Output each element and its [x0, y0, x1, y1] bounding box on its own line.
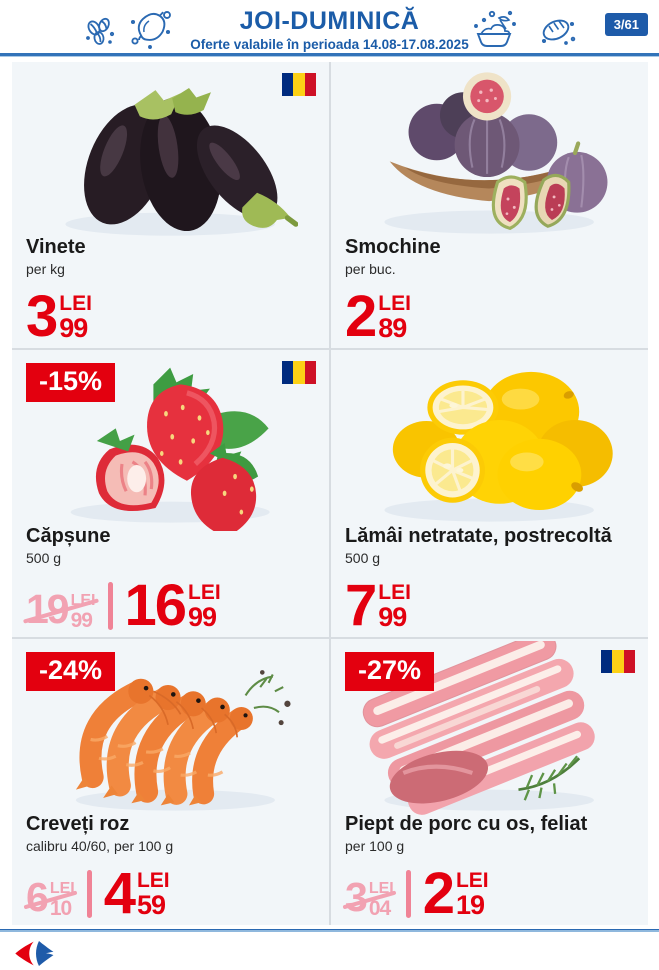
product-grid: Vinete per kg 3 LEI 99 [12, 62, 648, 925]
old-price-decimals: 10 [49, 897, 72, 920]
product-image-pork [345, 641, 634, 816]
page-indicator: 3/61 [604, 13, 648, 36]
bread-icon [536, 14, 578, 48]
flag-stripe [304, 73, 316, 96]
product-image-lemons [345, 358, 634, 525]
price-integer: 16 [124, 572, 187, 637]
product-card-vinete[interactable]: Vinete per kg 3 LEI 99 [12, 62, 329, 349]
current-price: 16 LEI 99 [124, 572, 221, 637]
lemon-icon [128, 8, 172, 50]
product-unit: 500 g [26, 549, 62, 566]
price-integer: 7 [345, 572, 377, 637]
price-row: 2 LEI 89 [345, 284, 634, 349]
old-price-currency: LEI [368, 880, 394, 897]
price-integer: 2 [345, 284, 377, 349]
product-card-capsune[interactable]: -15% [12, 350, 329, 637]
product-card-piept-porc[interactable]: -27% [331, 638, 648, 925]
romania-flag-icon [282, 73, 316, 96]
product-unit: per kg [26, 261, 65, 278]
price-decimals: 99 [59, 313, 88, 344]
old-price-decimals: 99 [70, 608, 93, 632]
salad-bowl-icon [470, 8, 518, 50]
flag-stripe [293, 361, 305, 385]
current-price: 3 LEI 99 [26, 284, 92, 349]
carrefour-logo-icon [15, 941, 54, 966]
product-name: Creveți roz [26, 813, 130, 835]
price-decimals: 99 [378, 601, 407, 632]
old-price-integer: 6 [26, 874, 49, 920]
price-integer: 2 [422, 861, 455, 925]
current-price: 7 LEI 99 [345, 572, 411, 637]
product-card-smochine[interactable]: Smochine per buc. 2 LEI 89 [331, 62, 648, 349]
price-integer: 4 [103, 861, 136, 925]
product-image-figs [345, 70, 634, 237]
old-price-currency: LEI [70, 591, 96, 609]
price-row: 7 LEI 99 [345, 572, 634, 637]
flag-stripe [282, 361, 294, 385]
price-currency: LEI [136, 869, 170, 892]
flag-stripe [282, 73, 294, 96]
product-image-strawberries [26, 358, 315, 531]
product-name: Lămâi netratate, postrecoltă [345, 524, 612, 547]
old-price-integer: 3 [345, 874, 368, 920]
price-row: 3 LEI 04 2 LEI 19 [345, 861, 634, 925]
discount-badge: -27% [345, 651, 435, 691]
flag-stripe [601, 649, 613, 673]
price-decimals: 19 [455, 890, 485, 920]
flyer-validity-subtitle: Oferte valabile în perioada 14.08-17.08.… [190, 37, 469, 52]
price-currency: LEI [455, 869, 489, 892]
product-name: Piept de porc cu os, feliat [345, 813, 588, 835]
old-price-integer: 19 [26, 585, 70, 632]
old-price-currency: LEI [49, 880, 75, 897]
price-integer: 3 [26, 284, 58, 349]
current-price: 4 LEI 59 [103, 861, 170, 925]
flag-stripe [304, 361, 316, 385]
flag-stripe [612, 649, 624, 673]
flag-stripe [293, 73, 305, 96]
coffee-beans-icon [84, 16, 118, 46]
old-price: 19 LEI 99 [26, 585, 96, 632]
price-currency: LEI [59, 292, 92, 316]
romania-flag-icon [601, 649, 635, 673]
flag-stripe [623, 649, 635, 673]
product-name: Smochine [345, 236, 441, 259]
product-unit: calibru 40/60, per 100 g [26, 838, 174, 854]
discount-badge: -15% [26, 363, 116, 403]
product-unit: per buc. [345, 261, 396, 278]
product-card-creveti[interactable]: -24% [12, 638, 329, 925]
price-decimals: 89 [378, 313, 407, 344]
old-price: 6 LEI 10 [26, 874, 75, 920]
product-image-eggplants [26, 70, 315, 237]
price-divider [107, 581, 113, 630]
price-row: 19 LEI 99 16 LEI 99 [26, 572, 315, 637]
price-row: 6 LEI 10 4 LEI 59 [26, 861, 315, 925]
price-row: 3 LEI 99 [26, 284, 315, 349]
price-decimals: 99 [188, 601, 217, 632]
current-price: 2 LEI 89 [345, 284, 411, 349]
discount-badge: -24% [26, 651, 116, 691]
product-unit: 500 g [345, 549, 381, 566]
price-currency: LEI [188, 580, 221, 604]
product-card-lamai[interactable]: Lămâi netratate, postrecoltă 500 g 7 LEI… [331, 350, 648, 637]
old-price: 3 LEI 04 [345, 874, 394, 920]
old-price-decimals: 04 [368, 897, 391, 920]
price-currency: LEI [378, 292, 411, 316]
carrefour-logo [14, 940, 60, 967]
price-currency: LEI [378, 580, 411, 604]
price-divider [86, 870, 92, 918]
product-name: Vinete [26, 236, 86, 259]
current-price: 2 LEI 19 [422, 861, 489, 925]
price-decimals: 59 [136, 890, 166, 920]
product-image-shrimp [26, 647, 315, 814]
price-divider [405, 870, 411, 918]
product-unit: per 100 g [345, 838, 405, 854]
product-name: Căpșune [26, 524, 111, 547]
flyer-title: JOI-DUMINICĂ [239, 7, 420, 35]
footer-divider [0, 929, 659, 932]
flyer-header: JOI-DUMINICĂ Oferte valabile în perioada… [0, 0, 659, 57]
romania-flag-icon [282, 361, 316, 385]
